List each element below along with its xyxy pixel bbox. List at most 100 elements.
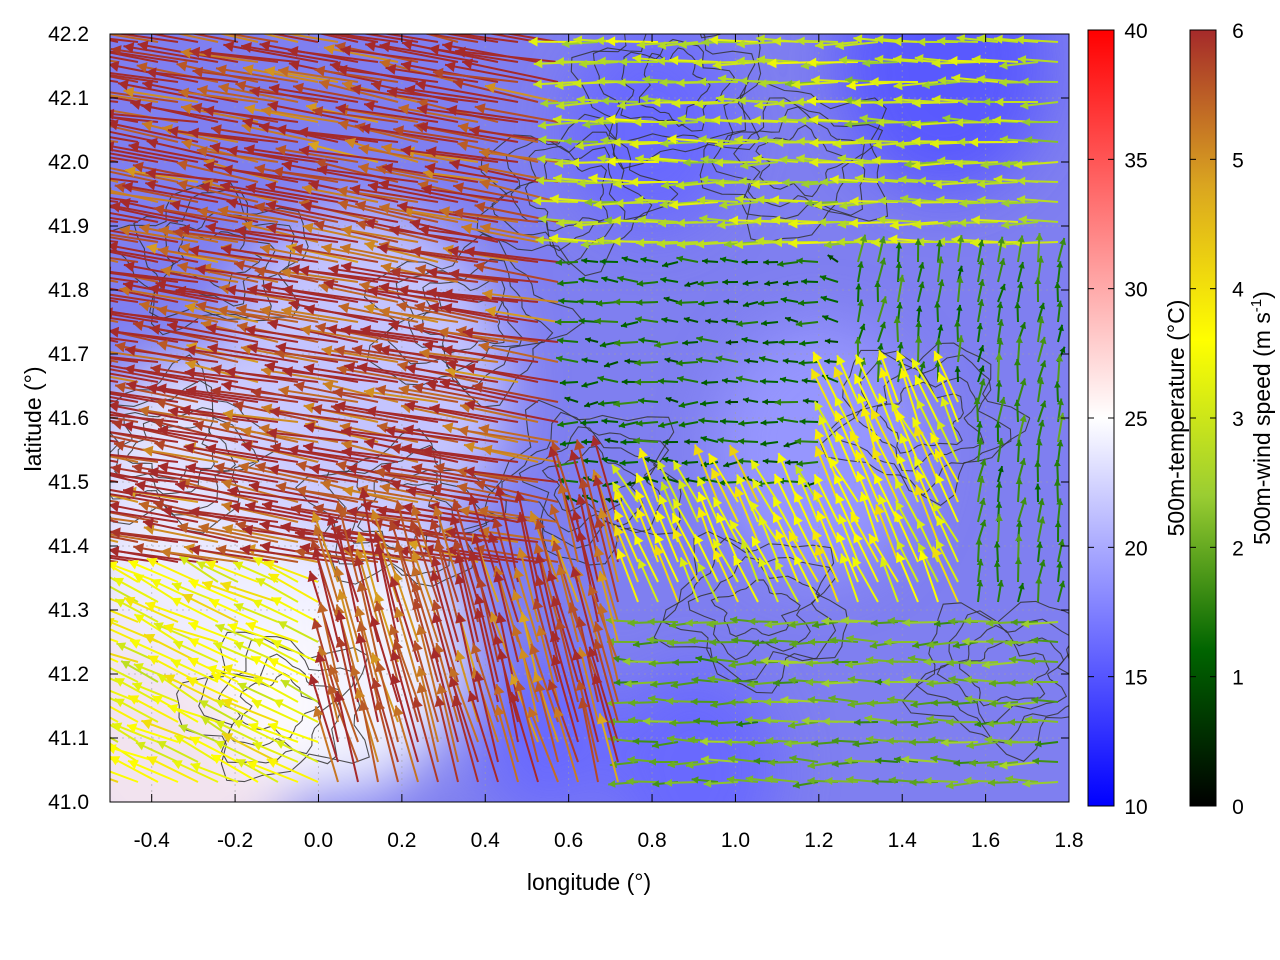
wind-vector-598 bbox=[473, 261, 559, 283]
wind-vector-462 bbox=[676, 218, 719, 228]
wind-vector-484 bbox=[119, 225, 199, 243]
wind-vector-713 bbox=[934, 301, 941, 323]
wind-vector-1149 bbox=[1015, 477, 1023, 503]
wind-vector-764 bbox=[997, 319, 1004, 343]
wind-vector-1121 bbox=[379, 482, 459, 503]
wind-vector-1443 bbox=[133, 613, 179, 643]
wind-vector-1782 bbox=[190, 762, 239, 783]
wind-vector-1591 bbox=[210, 672, 259, 703]
wind-vector-1425 bbox=[748, 617, 779, 626]
wind-vector-936 bbox=[580, 419, 599, 426]
wind-vector-343 bbox=[176, 159, 259, 183]
wind-vector-1338 bbox=[935, 539, 959, 583]
wind-vector-1507 bbox=[475, 577, 499, 663]
wind-vector-1055 bbox=[1056, 439, 1064, 463]
wind-vector-1126 bbox=[474, 479, 559, 503]
wind-vector-1583 bbox=[1025, 678, 1059, 686]
wind-vector-1697 bbox=[430, 648, 459, 743]
wind-vector-1451 bbox=[312, 547, 339, 643]
wind-vector-318 bbox=[682, 158, 719, 167]
wind-vector-1063 bbox=[157, 461, 259, 483]
wind-vector-366 bbox=[675, 180, 719, 190]
y-tick-label-10: 42.0 bbox=[48, 151, 89, 174]
wind-vector-989 bbox=[684, 438, 699, 445]
wind-vector-1146 bbox=[934, 448, 959, 503]
wind-vector-175 bbox=[694, 99, 739, 109]
wind-vector-743 bbox=[557, 337, 579, 344]
wind-vector-411 bbox=[615, 198, 659, 208]
wind-vector-1151 bbox=[1054, 479, 1061, 503]
wind-vector-884 bbox=[426, 379, 519, 403]
wind-vector-561 bbox=[763, 259, 779, 266]
wind-vector-1292 bbox=[993, 541, 1001, 563]
x-tick-label-1: -0.2 bbox=[217, 829, 253, 852]
wind-vector-1044 bbox=[818, 415, 839, 463]
wind-vector-662 bbox=[874, 280, 881, 303]
wind-vector-866 bbox=[110, 392, 159, 403]
axis-ticks bbox=[110, 33, 1070, 803]
wind-vector-1199 bbox=[1056, 498, 1064, 523]
wind-vector-868 bbox=[114, 382, 199, 403]
wind-vector-937 bbox=[601, 418, 619, 425]
wind-vector-31 bbox=[701, 38, 739, 47]
wind-vector-714 bbox=[956, 304, 963, 323]
wind-vector-554 bbox=[621, 256, 639, 263]
wind-vector-1597 bbox=[356, 621, 379, 703]
wind-vector-269 bbox=[660, 139, 699, 148]
wind-vector-252 bbox=[258, 122, 359, 143]
wind-vector-32 bbox=[709, 35, 759, 45]
wind-vector-1154 bbox=[110, 511, 159, 523]
wind-vector-1465 bbox=[597, 570, 619, 643]
wind-vector-736 bbox=[340, 324, 439, 343]
wind-vector-843 bbox=[634, 378, 659, 386]
wind-vector-541 bbox=[292, 243, 379, 263]
wind-vector-1626 bbox=[930, 699, 959, 707]
wind-vector-957 bbox=[1013, 399, 1021, 423]
wind-vector-1332 bbox=[812, 528, 839, 583]
wind-vector-929 bbox=[365, 406, 459, 423]
wind-vector-549 bbox=[448, 245, 539, 263]
wind-vector-1317 bbox=[514, 490, 539, 583]
wind-vector-1291 bbox=[975, 538, 983, 563]
wind-vector-1747 bbox=[473, 671, 499, 763]
wind-vector-373 bbox=[820, 177, 859, 187]
wind-vector-1579 bbox=[948, 675, 979, 684]
wind-vector-1557 bbox=[518, 611, 539, 683]
wind-vector-43 bbox=[937, 36, 979, 46]
wind-vector-1810 bbox=[765, 775, 799, 784]
wind-vector-1433 bbox=[902, 618, 939, 627]
wind-vector-697 bbox=[594, 317, 619, 325]
wind-vector-664 bbox=[917, 281, 925, 303]
wind-vector-233 bbox=[903, 119, 939, 128]
wind-vector-421 bbox=[813, 200, 859, 210]
wind-vector-162 bbox=[386, 86, 479, 103]
wind-vector-1012 bbox=[113, 440, 199, 463]
wind-vector-1563 bbox=[624, 679, 659, 688]
wind-vector-1510 bbox=[534, 575, 559, 663]
wind-vector-1445 bbox=[163, 623, 219, 643]
wind-vector-792 bbox=[581, 357, 599, 364]
wind-vector-199 bbox=[180, 103, 259, 123]
wind-vector-687 bbox=[338, 302, 419, 323]
wind-vector-859 bbox=[977, 365, 985, 383]
wind-vector-1203 bbox=[110, 531, 179, 543]
wind-vector-766 bbox=[1037, 316, 1045, 343]
wind-vector-615 bbox=[895, 261, 903, 283]
wind-vector-1800 bbox=[578, 697, 599, 783]
y-tick-labels: 41.0 41.1 41.2 41.3 41.4 41.5 41.6 41.7 41.8 41.9… bbox=[48, 23, 89, 814]
wind-vector-249 bbox=[210, 124, 299, 143]
wind-vector-1379 bbox=[793, 554, 819, 603]
wind-vector-385 bbox=[110, 197, 139, 203]
wind-vector-435 bbox=[110, 205, 179, 223]
wind-vector-909 bbox=[1017, 378, 1027, 403]
wind-vector-308 bbox=[425, 146, 519, 163]
wind-vector-1048 bbox=[895, 410, 919, 463]
wind-vector-1474 bbox=[769, 636, 799, 645]
wind-vector-1034 bbox=[619, 459, 639, 467]
wind-vector-1487 bbox=[1031, 636, 1059, 644]
wind-vector-143 bbox=[1020, 77, 1059, 86]
wind-vector-1611 bbox=[628, 699, 659, 707]
wind-vector-213 bbox=[446, 104, 539, 123]
wind-vector-1602 bbox=[455, 612, 479, 703]
wind-vector-1775 bbox=[1032, 757, 1059, 765]
